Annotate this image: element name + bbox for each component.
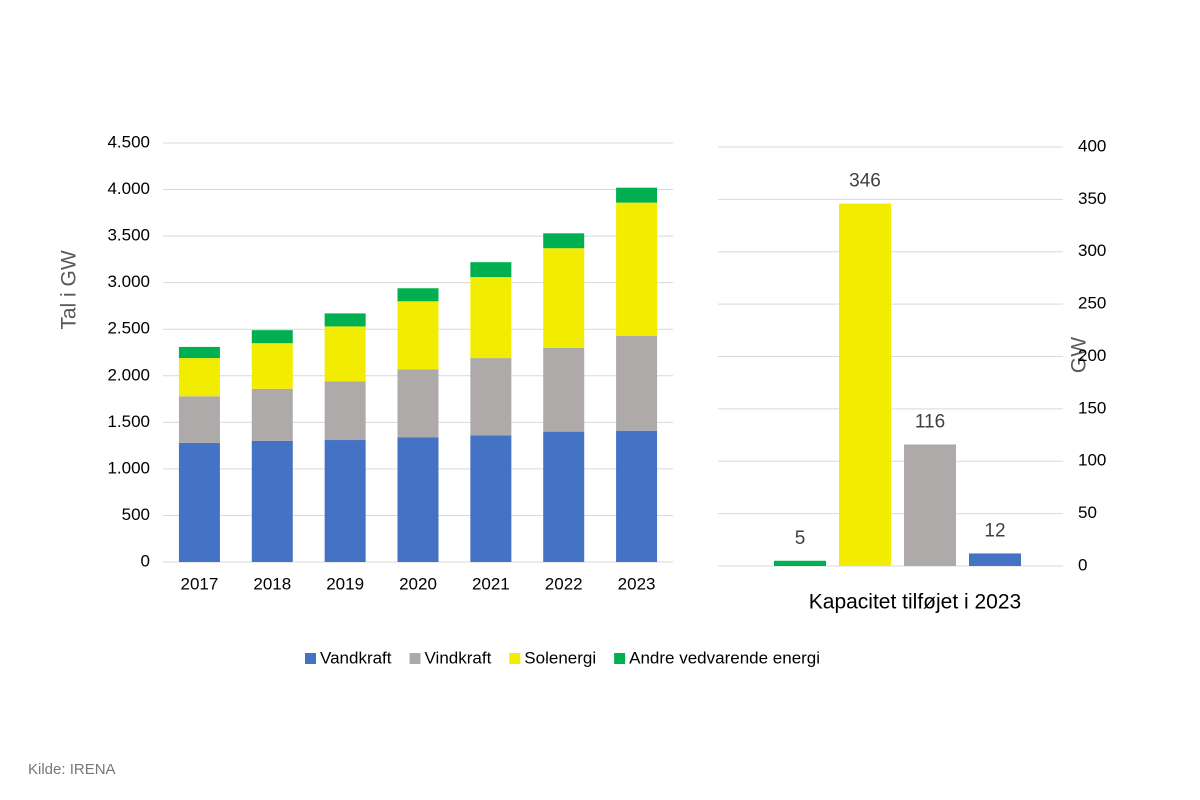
bar [904, 444, 956, 566]
y-tick-label: 200 [1078, 346, 1106, 365]
y-tick-label: 350 [1078, 189, 1106, 208]
y-tick-label: 150 [1078, 398, 1106, 417]
y-tick-label: 3.000 [107, 272, 150, 291]
x-tick-label: 2022 [545, 574, 583, 593]
legend-label: Vindkraft [425, 648, 492, 667]
y-tick-label: 4.500 [107, 132, 150, 151]
legend-swatch [614, 653, 626, 664]
bar [969, 553, 1021, 566]
bar-segment [397, 301, 439, 370]
bar-segment [470, 262, 512, 278]
legend-label: Solenergi [524, 648, 596, 667]
x-axis-label: Kapacitet tilføjet i 2023 [809, 591, 1021, 614]
bar-segment [543, 248, 585, 348]
x-tick-label: 2019 [326, 574, 364, 593]
bar-segment [616, 430, 658, 562]
value-label: 346 [849, 171, 881, 192]
bar-segment [397, 369, 439, 438]
bar-segment [251, 343, 293, 389]
y-tick-label: 1.000 [107, 458, 150, 477]
legend-swatch [409, 653, 421, 664]
legend-swatch [305, 653, 316, 664]
y-tick-label: 0 [1078, 555, 1087, 574]
legend-swatch [509, 653, 521, 664]
bar-segment [470, 277, 512, 359]
y-tick-label: 50 [1078, 503, 1097, 522]
y-tick-label: 2.500 [107, 319, 150, 338]
bar-segment [543, 233, 585, 249]
x-tick-label: 2023 [618, 574, 656, 593]
bar-segment [324, 440, 366, 562]
bar-segment [251, 330, 293, 344]
y-tick-label: 1.500 [107, 412, 150, 431]
y-tick-label: 250 [1078, 294, 1106, 313]
bar-segment [324, 326, 366, 382]
bar [774, 560, 826, 566]
y-tick-label: 100 [1078, 451, 1106, 470]
bar-segment [178, 346, 220, 359]
y-tick-label: 0 [141, 551, 150, 570]
y-tick-label: 400 [1078, 136, 1106, 155]
y-tick-label: 2.000 [107, 365, 150, 384]
bar-segment [616, 202, 658, 336]
bar-segment [543, 347, 585, 432]
legend-label: Vandkraft [320, 648, 392, 667]
y-tick-label: 300 [1078, 241, 1106, 260]
y-axis-label: GW [1068, 337, 1091, 373]
y-tick-label: 3.500 [107, 226, 150, 245]
x-tick-label: 2017 [181, 574, 219, 593]
bar-segment [324, 381, 366, 441]
x-tick-label: 2020 [399, 574, 437, 593]
bar-segment [616, 187, 658, 203]
bar-segment [178, 442, 220, 562]
bar-segment [178, 358, 220, 397]
bar-segment [251, 388, 293, 441]
y-tick-label: 4.000 [107, 179, 150, 198]
bar-segment [543, 431, 585, 562]
bar [839, 203, 891, 566]
value-label: 12 [984, 520, 1005, 541]
bar-segment [324, 313, 366, 327]
value-label: 5 [795, 528, 806, 549]
bar-segment [251, 440, 293, 562]
value-label: 116 [915, 412, 945, 433]
y-axis-label: Tal i GW [58, 250, 81, 330]
x-tick-label: 2021 [472, 574, 510, 593]
bar-segment [397, 437, 439, 562]
legend-label: Andre vedvarende energi [629, 648, 820, 667]
bar-segment [178, 396, 220, 443]
bar-segment [470, 358, 512, 436]
bar-segment [397, 288, 439, 302]
y-tick-label: 500 [122, 505, 150, 524]
bar-segment [616, 335, 658, 431]
bar-segment [470, 435, 512, 562]
source: Kilde: IRENA [28, 761, 116, 778]
x-tick-label: 2018 [253, 574, 291, 593]
